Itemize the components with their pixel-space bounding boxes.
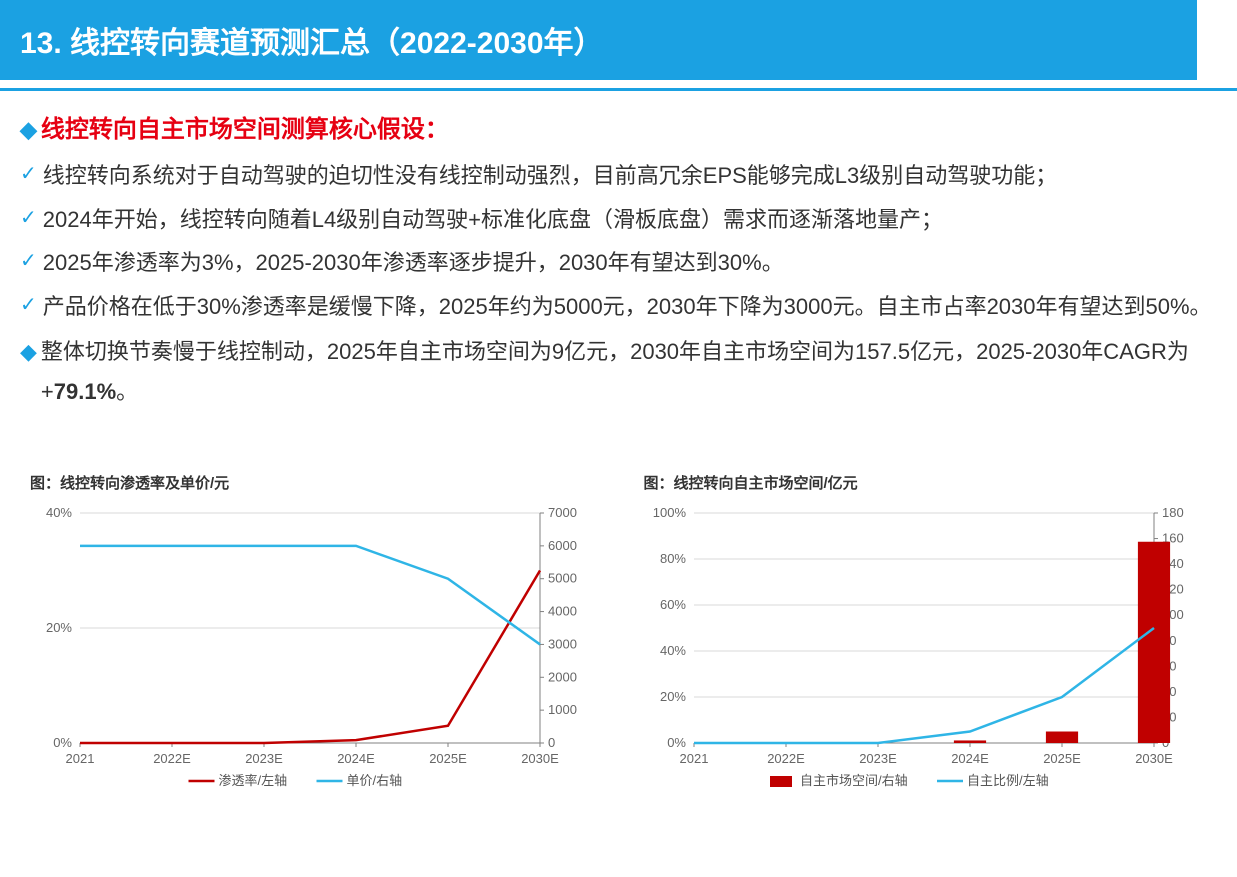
svg-text:40%: 40% xyxy=(46,505,72,520)
bullet-list: ✓线控转向系统对于自动驾驶的迫切性没有线控制动强烈，目前高冗余EPS能够完成L3… xyxy=(20,156,1217,326)
svg-text:0%: 0% xyxy=(53,735,72,750)
summary-bold: 79.1% xyxy=(54,379,116,404)
svg-text:自主比例/左轴: 自主比例/左轴 xyxy=(967,773,1049,788)
svg-text:4000: 4000 xyxy=(548,603,577,618)
charts-row: 图：线控转向渗透率及单价/元 0% 20% 40% 0 1000 2000 3000 4000… xyxy=(20,472,1217,803)
chart2-title: 图：线控转向自主市场空间/亿元 xyxy=(644,472,1208,493)
svg-text:2030E: 2030E xyxy=(521,751,559,766)
svg-text:100%: 100% xyxy=(652,505,686,520)
svg-text:80%: 80% xyxy=(659,551,685,566)
bullet-item: ✓2024年开始，线控转向随着L4级别自动驾驶+标准化底盘（滑板底盘）需求而逐渐… xyxy=(20,200,1217,240)
slide-title: 13. 线控转向赛道预测汇总（2022-2030年） xyxy=(0,0,1197,80)
content-area: ◆线控转向自主市场空间测算核心假设： ✓线控转向系统对于自动驾驶的迫切性没有线控… xyxy=(0,109,1237,823)
bullet-item: ✓线控转向系统对于自动驾驶的迫切性没有线控制动强烈，目前高冗余EPS能够完成L3… xyxy=(20,156,1217,196)
diamond-icon: ◆ xyxy=(20,117,37,142)
svg-text:2021: 2021 xyxy=(679,751,708,766)
svg-text:2023E: 2023E xyxy=(859,751,897,766)
svg-text:2022E: 2022E xyxy=(153,751,191,766)
bullet-text: 产品价格在低于30%渗透率是缓慢下降，2025年约为5000元，2030年下降为… xyxy=(43,287,1217,327)
bullet-text: 线控转向系统对于自动驾驶的迫切性没有线控制动强烈，目前高冗余EPS能够完成L3级… xyxy=(43,156,1217,196)
bullet-item: ✓产品价格在低于30%渗透率是缓慢下降，2025年约为5000元，2030年下降… xyxy=(20,287,1217,327)
svg-text:2024E: 2024E xyxy=(337,751,375,766)
chart1-box: 图：线控转向渗透率及单价/元 0% 20% 40% 0 1000 2000 3000 4000… xyxy=(30,472,594,803)
bullet-text: 2025年渗透率为3%，2025-2030年渗透率逐步提升，2030年有望达到3… xyxy=(43,243,1217,283)
svg-text:0: 0 xyxy=(548,735,555,750)
svg-text:1000: 1000 xyxy=(548,702,577,717)
svg-text:2025E: 2025E xyxy=(429,751,467,766)
subheading-text: 线控转向自主市场空间测算核心假设： xyxy=(41,116,449,143)
svg-text:2030E: 2030E xyxy=(1135,751,1173,766)
summary-suffix: 。 xyxy=(116,379,138,404)
check-icon: ✓ xyxy=(20,200,37,240)
svg-text:180: 180 xyxy=(1162,505,1184,520)
svg-text:2023E: 2023E xyxy=(245,751,283,766)
svg-text:2024E: 2024E xyxy=(951,751,989,766)
check-icon: ✓ xyxy=(20,287,37,327)
bullet-text: 2024年开始，线控转向随着L4级别自动驾驶+标准化底盘（滑板底盘）需求而逐渐落… xyxy=(43,200,1217,240)
summary-text: 整体切换节奏慢于线控制动，2025年自主市场空间为9亿元，2030年自主市场空间… xyxy=(41,332,1217,411)
bullet-item: ✓2025年渗透率为3%，2025-2030年渗透率逐步提升，2030年有望达到… xyxy=(20,243,1217,283)
svg-text:2025E: 2025E xyxy=(1043,751,1081,766)
chart1-title: 图：线控转向渗透率及单价/元 xyxy=(30,472,594,493)
subheading: ◆线控转向自主市场空间测算核心假设： xyxy=(20,109,1217,144)
svg-text:6000: 6000 xyxy=(548,537,577,552)
diamond-icon: ◆ xyxy=(20,332,37,411)
check-icon: ✓ xyxy=(20,156,37,196)
chart2-svg: 0%20%40%60%80%100%0204060801001201401601… xyxy=(644,503,1204,803)
chart2-box: 图：线控转向自主市场空间/亿元 0%20%40%60%80%100%020406… xyxy=(644,472,1208,803)
svg-text:3000: 3000 xyxy=(548,636,577,651)
svg-text:20%: 20% xyxy=(46,620,72,635)
svg-text:2022E: 2022E xyxy=(767,751,805,766)
summary-line: ◆ 整体切换节奏慢于线控制动，2025年自主市场空间为9亿元，2030年自主市场… xyxy=(20,332,1217,411)
svg-text:20%: 20% xyxy=(659,689,685,704)
svg-text:2000: 2000 xyxy=(548,669,577,684)
summary-prefix: 整体切换节奏慢于线控制动，2025年自主市场空间为9亿元，2030年自主市场空间… xyxy=(41,339,1189,404)
svg-text:渗透率/左轴: 渗透率/左轴 xyxy=(219,773,288,788)
svg-text:自主市场空间/右轴: 自主市场空间/右轴 xyxy=(800,773,908,788)
chart1-svg: 0% 20% 40% 0 1000 2000 3000 4000 5000 6000 7000 202… xyxy=(30,503,590,803)
svg-text:60%: 60% xyxy=(659,597,685,612)
svg-text:5000: 5000 xyxy=(548,570,577,585)
check-icon: ✓ xyxy=(20,243,37,283)
svg-text:2021: 2021 xyxy=(66,751,95,766)
svg-text:40%: 40% xyxy=(659,643,685,658)
svg-text:0%: 0% xyxy=(667,735,686,750)
svg-text:7000: 7000 xyxy=(548,505,577,520)
svg-text:单价/右轴: 单价/右轴 xyxy=(347,773,403,788)
title-underline xyxy=(0,88,1237,91)
